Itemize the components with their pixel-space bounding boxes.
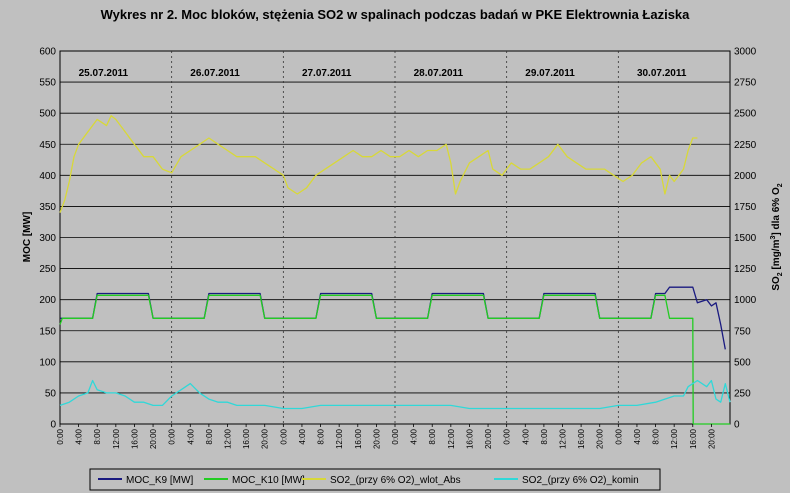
- time-tick-label: 16:00: [465, 428, 474, 449]
- legend-entry: SO2_(przy 6% O2)_wlot_Abs: [302, 475, 461, 486]
- left-tick-label: 100: [39, 357, 56, 368]
- right-axis-ticks: 0 250 500 750 1000 1250 1500 1750 2000 2250 2500 27…: [734, 47, 757, 431]
- time-tick-label: 8:00: [652, 428, 661, 444]
- right-tick-label: 2750: [734, 78, 757, 89]
- right-tick-label: 0: [734, 420, 740, 431]
- time-tick-label: 16:00: [689, 428, 698, 449]
- time-tick-label: 20:00: [596, 428, 605, 449]
- time-tick-label: 8:00: [540, 428, 549, 444]
- series-line-3: [59, 115, 698, 213]
- time-tick-label: 16:00: [130, 428, 139, 449]
- right-axis-title-sup: 3: [770, 236, 777, 240]
- time-tick-label: 12:00: [670, 428, 679, 449]
- day-label: 30.07.2011: [637, 68, 687, 79]
- time-tick-label: 20:00: [707, 428, 716, 449]
- left-tick-label: 50: [45, 388, 57, 399]
- time-tick-label: 4:00: [75, 428, 84, 444]
- left-tick-label: 300: [39, 233, 56, 244]
- time-tick-label: 16:00: [354, 428, 363, 449]
- left-tick-label: 0: [50, 420, 56, 431]
- legend-label: MOC_K10 [MW]: [232, 475, 305, 486]
- time-tick-label: 8:00: [317, 428, 326, 444]
- time-tick-label: 12:00: [447, 428, 456, 449]
- right-tick-label: 3000: [734, 47, 757, 58]
- left-axis-ticks: 0 50 100 150 200 250 300 350 400 450 500 550 600: [39, 47, 56, 431]
- time-tick-label: 12:00: [224, 428, 233, 449]
- right-tick-label: 2000: [734, 171, 757, 182]
- time-tick-label: 8:00: [205, 428, 214, 444]
- legend-box: [89, 468, 661, 491]
- right-tick-label: 500: [734, 357, 751, 368]
- time-tick-label: 8:00: [93, 428, 102, 444]
- legend: MOC_K9 [MW] MOC_K10 [MW] SO2_(przy 6% O2)_…: [89, 468, 661, 491]
- time-tick-label: 0:00: [279, 428, 288, 444]
- legend-entry: MOC_K10 [MW]: [204, 475, 305, 486]
- time-tick-label: 20:00: [261, 428, 270, 449]
- time-tick-label: 4:00: [298, 428, 307, 444]
- right-tick-label: 1250: [734, 264, 757, 275]
- left-tick-label: 350: [39, 202, 56, 213]
- right-tick-label: 750: [734, 326, 751, 337]
- left-tick-label: 600: [39, 47, 56, 58]
- left-tick-label: 550: [39, 78, 56, 89]
- left-tick-label: 150: [39, 326, 56, 337]
- day-labels: 25.07.2011 26.07.2011 27.07.2011 28.07.2011…: [79, 68, 687, 79]
- left-tick-label: 200: [39, 295, 56, 306]
- time-tick-label: 0:00: [391, 428, 400, 444]
- series-line-2: [59, 294, 730, 425]
- series-line-4: [59, 379, 731, 410]
- legend-label: SO2_(przy 6% O2)_komin: [522, 475, 639, 486]
- day-label: 26.07.2011: [190, 68, 240, 79]
- right-axis-title-mid: [mg/m: [771, 239, 782, 272]
- legend-label: SO2_(przy 6% O2)_wlot_Abs: [330, 475, 461, 486]
- left-tick-label: 250: [39, 264, 56, 275]
- time-tick-label: 4:00: [633, 428, 642, 444]
- time-tick-label: 20:00: [484, 428, 493, 449]
- legend-label: MOC_K9 [MW]: [126, 475, 193, 486]
- time-tick-label: 20:00: [149, 428, 158, 449]
- time-tick-label: 0:00: [614, 428, 623, 444]
- time-tick-label: 12:00: [335, 428, 344, 449]
- time-tick-label: 0:00: [56, 428, 65, 444]
- right-tick-label: 1500: [734, 233, 757, 244]
- legend-items: MOC_K9 [MW] MOC_K10 [MW] SO2_(przy 6% O2)_…: [98, 475, 639, 486]
- right-tick-label: 2500: [734, 109, 757, 120]
- time-tick-label: 0:00: [503, 428, 512, 444]
- time-tick-label: 0:00: [168, 428, 177, 444]
- right-tick-label: 250: [734, 388, 751, 399]
- day-label: 27.07.2011: [302, 68, 352, 79]
- left-axis-title: MOC [MW]: [22, 212, 33, 263]
- right-tick-label: 1000: [734, 295, 757, 306]
- time-tick-label: 4:00: [521, 428, 530, 444]
- right-axis-title-sub1: 2: [777, 272, 784, 276]
- left-tick-label: 450: [39, 140, 56, 151]
- right-axis-title-tail: ] dla 6% O: [771, 187, 782, 236]
- legend-entry: MOC_K9 [MW]: [98, 475, 193, 486]
- time-axis-ticks: 0:00 4:00 8:00 12:00 16:00 20:00 0:00 4:00 8:00 1…: [56, 424, 716, 449]
- day-separators: [171, 51, 619, 424]
- day-label: 25.07.2011: [79, 68, 129, 79]
- day-label: 28.07.2011: [414, 68, 464, 79]
- left-tick-label: 500: [39, 109, 56, 120]
- right-axis-title-sub2: 2: [777, 183, 784, 187]
- time-tick-label: 4:00: [186, 428, 195, 444]
- right-axis-title-main: SO: [771, 276, 782, 291]
- right-tick-label: 1750: [734, 202, 757, 213]
- left-tick-label: 400: [39, 171, 56, 182]
- legend-entry: SO2_(przy 6% O2)_komin: [494, 475, 639, 486]
- time-tick-label: 12:00: [112, 428, 121, 449]
- day-label: 29.07.2011: [525, 68, 575, 79]
- series-layer: [59, 115, 731, 425]
- chart-title: Wykres nr 2. Moc bloków, stężenia SO2 w …: [101, 7, 691, 22]
- right-tick-label: 2250: [734, 140, 757, 151]
- right-axis-title: SO2 [mg/m3] dla 6% O2: [770, 183, 784, 290]
- time-tick-label: 4:00: [410, 428, 419, 444]
- time-tick-label: 20:00: [372, 428, 381, 449]
- time-tick-label: 8:00: [428, 428, 437, 444]
- time-tick-label: 16:00: [577, 428, 586, 449]
- time-tick-label: 16:00: [242, 428, 251, 449]
- time-tick-label: 12:00: [559, 428, 568, 449]
